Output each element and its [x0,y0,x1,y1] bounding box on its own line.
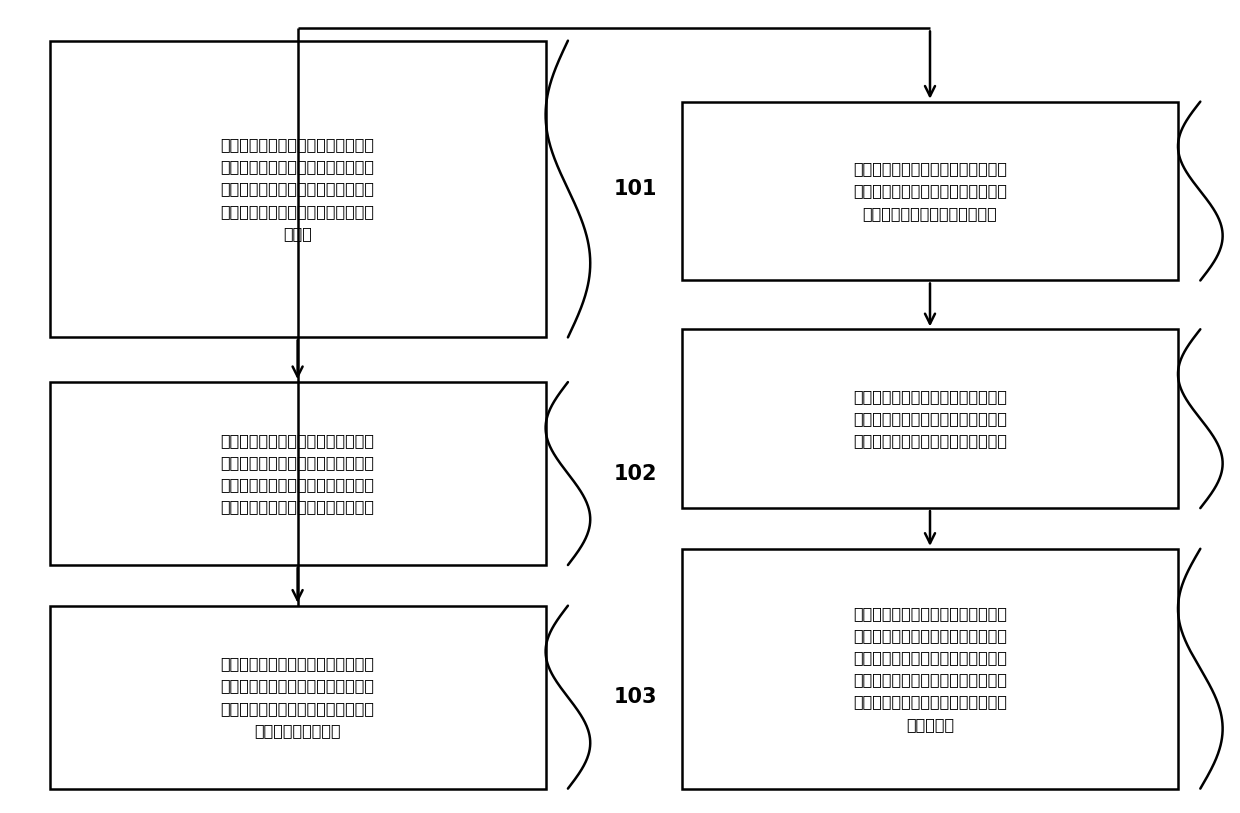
Text: 提高计算精度，对所述输油管道、所
述原油介质和所述伴热电缆的截面进
行截面电流密度和截面热流分布分析: 提高计算精度，对所述输油管道、所 述原油介质和所述伴热电缆的截面进 行截面电流密… [853,389,1007,449]
Bar [50,382,546,565]
Bar [50,41,546,337]
Bar [682,102,1178,280]
Text: 采用固定周期的基波离散成谐冲击函
数对所述伴热电缆的输入火线电压的
进行模拟；所述输油管道的模型与数
据接口模型建立连接: 采用固定周期的基波离散成谐冲击函 数对所述伴热电缆的输入火线电压的 进行模拟；所… [221,656,374,738]
Bar [682,549,1178,789]
Bar [50,606,546,789]
Text: 建立所述输油管道的模型的任一终端
的所述伴热电缆与所述输油管道的管
道壁接线联结件模型；建立输油管道
的模型的进线端零线的接线端子模型: 建立所述输油管道的模型的任一终端 的所述伴热电缆与所述输油管道的管 道壁接线联结… [221,433,374,515]
Text: 建立输油管道的模型，所述输油管道
中充满流动的原油介质，伴热电缆位
于所述输油管道中心轴线上或者所述
伴热电缆的局部与所述输油管道的管
壁接触: 建立输油管道的模型，所述输油管道 中充满流动的原油介质，伴热电缆位 于所述输油管… [221,137,374,241]
Text: 102: 102 [614,463,657,484]
Text: 101: 101 [614,179,657,199]
Text: 利用所述数据接口模型，对所述输油
管道、所述原油介质和所述伴热电缆
的电流密度和热流分布进行分析: 利用所述数据接口模型，对所述输油 管道、所述原油介质和所述伴热电缆 的电流密度和… [853,161,1007,221]
Text: 103: 103 [614,687,657,707]
Text: 根据所述热流分布和所述截面热流分
布分析，利用所述电流密度、所述热
流分布，以及所述截面电流密度和所
述截面热流密度，与实验条件环境下
的热流密度与电流密度进行: 根据所述热流分布和所述截面热流分 布分析，利用所述电流密度、所述热 流分布，以及… [853,606,1007,732]
Bar [682,329,1178,508]
